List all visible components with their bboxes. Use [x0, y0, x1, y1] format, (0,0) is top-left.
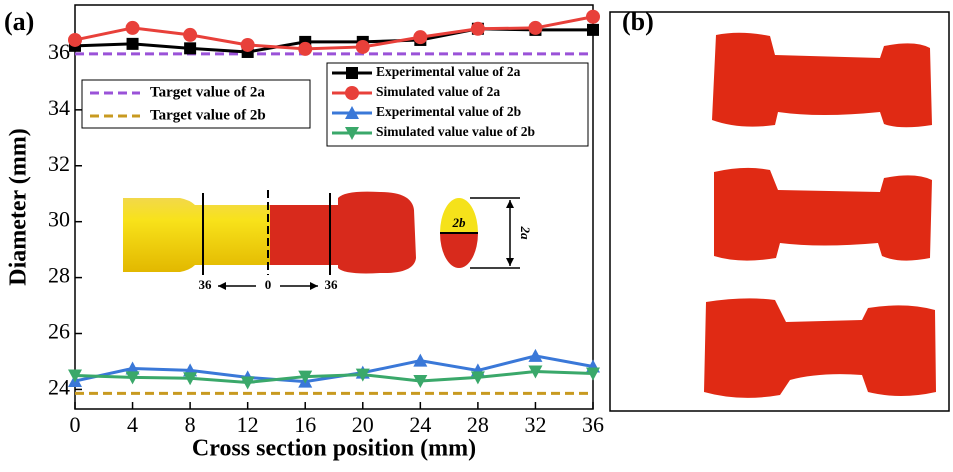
- specimen-photos: [609, 11, 950, 412]
- legend-marker: [345, 86, 359, 100]
- x-tick-label: 16: [294, 412, 316, 437]
- y-tick-label: 34: [48, 95, 70, 120]
- y-tick-label: 28: [48, 263, 70, 288]
- x-tick-label: 8: [185, 412, 196, 437]
- x-axis-label: Cross section position (mm): [192, 436, 476, 462]
- marker: [413, 375, 428, 389]
- x-tick-label: 4: [127, 412, 138, 437]
- plot-frame: [74, 4, 594, 410]
- inset-label: 2b: [452, 215, 467, 230]
- x-tick-label: 24: [409, 412, 431, 437]
- marker: [126, 37, 139, 50]
- y-axis-label: Diameter (mm): [6, 128, 32, 285]
- marker: [68, 369, 82, 383]
- series-line: [74, 15, 594, 51]
- inset-label: 36: [325, 277, 339, 292]
- marker: [355, 368, 370, 382]
- marker: [586, 367, 600, 381]
- marker: [298, 41, 313, 56]
- legend-marker: [345, 127, 359, 140]
- legend-marker: [345, 106, 359, 119]
- marker: [413, 353, 428, 367]
- marker: [355, 39, 370, 54]
- marker: [240, 376, 255, 390]
- legend-label: Experimental value of 2b: [376, 104, 521, 119]
- y-tick-label: 24: [48, 374, 70, 399]
- x-tick-label: 0: [70, 412, 81, 437]
- x-tick-label: 20: [352, 412, 374, 437]
- marker: [183, 27, 198, 42]
- marker: [240, 37, 255, 52]
- y-tick-label: 26: [48, 319, 70, 344]
- legend-label: Target value of 2b: [150, 107, 266, 123]
- marker: [125, 361, 140, 375]
- legend-marker: [346, 67, 358, 79]
- series-line: [74, 370, 594, 384]
- marker: [528, 20, 543, 35]
- marker: [470, 371, 485, 385]
- y-tick-label: 36: [48, 39, 70, 64]
- legend-box: [81, 79, 311, 129]
- legend-label: Experimental value of 2a: [376, 64, 521, 79]
- legend-label: Simulated value value of 2b: [376, 124, 535, 139]
- panel-label: (a): [4, 7, 34, 36]
- x-tick-label: 32: [524, 412, 546, 437]
- inset-label: 2a: [518, 226, 533, 241]
- marker: [528, 365, 543, 379]
- inset-illustration: [123, 190, 520, 290]
- y-tick-label: 30: [48, 207, 70, 232]
- inset-label: 36: [199, 277, 213, 292]
- marker: [183, 372, 198, 386]
- marker: [184, 42, 197, 55]
- marker: [470, 21, 485, 36]
- inset-label: 0: [265, 277, 272, 292]
- marker: [125, 20, 140, 35]
- marker: [413, 30, 428, 45]
- series-line: [74, 354, 594, 384]
- marker: [68, 32, 82, 47]
- x-tick-label: 28: [467, 412, 489, 437]
- y-tick-label: 32: [48, 151, 70, 176]
- x-tick-label: 36: [582, 412, 604, 437]
- marker: [528, 348, 543, 362]
- marker: [125, 371, 140, 385]
- marker: [587, 23, 599, 36]
- legend-label: Target value of 2a: [150, 84, 265, 100]
- marker: [298, 370, 313, 384]
- legend-label: Simulated value of 2a: [376, 84, 500, 99]
- x-tick-label: 12: [237, 412, 259, 437]
- marker: [586, 9, 600, 24]
